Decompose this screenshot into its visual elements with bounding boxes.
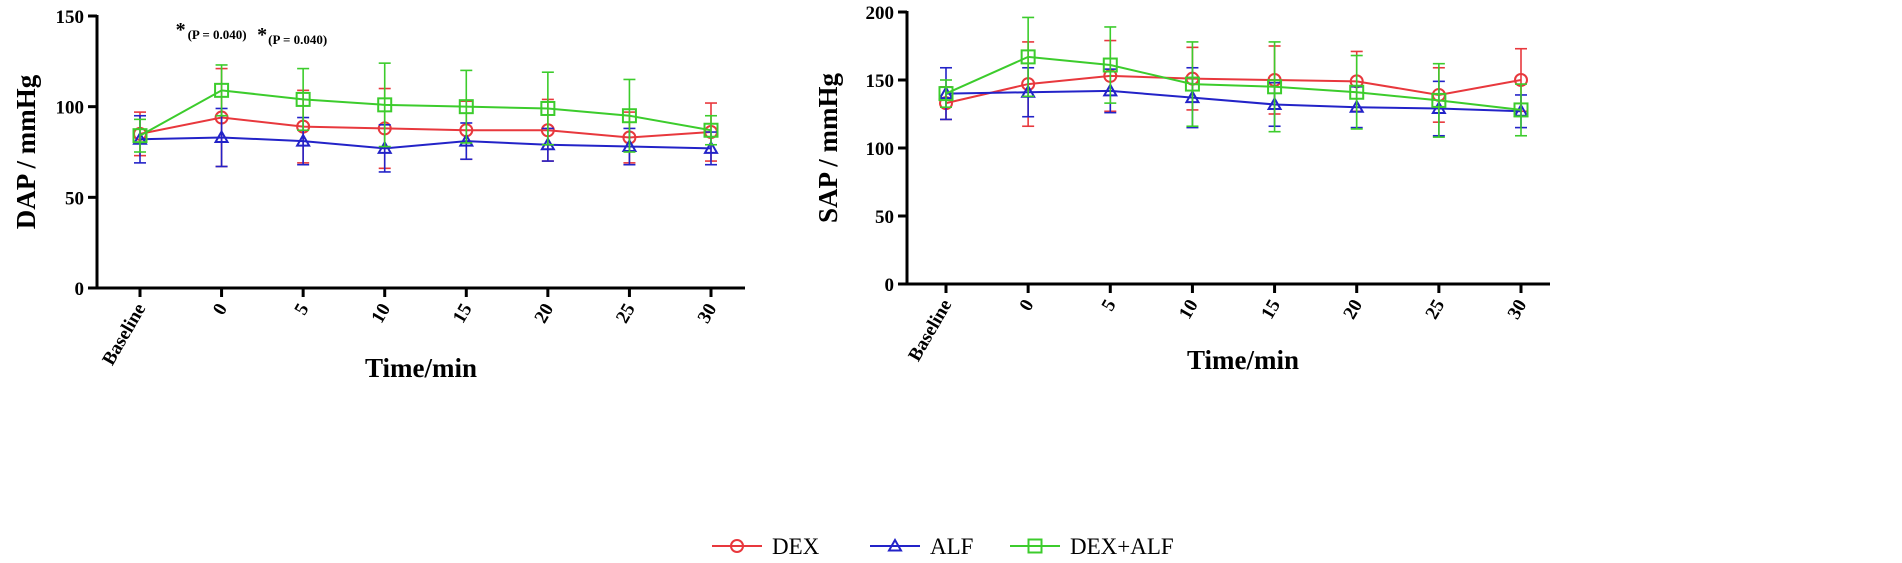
legend-item-dex: DEX [712,534,820,559]
dap-x-tick-label: 5 [291,300,314,319]
sap-x-tick-label: 10 [1175,296,1203,323]
data-point [1431,92,1447,108]
dap-chart: 0 50 100 150 Baseline 0 5 10 15 20 25 30 DAP / mmHg T… [11,7,745,383]
sap-y-axis-title: SAP / mmHg [813,73,843,224]
sap-y-tick-label: 0 [885,275,895,296]
legend: DEX ALF DEX+ALF [712,534,1174,559]
data-point [621,108,637,124]
data-point [938,86,954,102]
dap-y-tick-label: 0 [75,279,85,300]
dap-x-tick-label: 0 [209,300,232,319]
data-point [1184,76,1200,92]
legend-label: DEX [772,534,820,559]
dap-y-tick-label: 150 [56,7,85,28]
sap-x-tick-label: 5 [1098,296,1121,315]
data-point [376,140,393,154]
sap-chart: 0 50 100 150 200 Baseline 0 5 10 15 20 25 30 SAP / mm… [813,3,1550,375]
sap-x-tick-label: 0 [1016,296,1039,315]
series-line [139,89,712,137]
data-point [1349,84,1365,100]
data-point [1102,57,1118,73]
data-point [295,133,311,147]
data-point [703,122,719,138]
sap-x-tick-label: Baseline [904,296,956,365]
dap-y-axis-title: DAP / mmHg [11,74,41,229]
sap-x-tick-label: 15 [1257,296,1285,323]
significance-star: * [176,19,186,41]
dap-x-tick-label: Baseline [98,300,150,369]
dap-x-tick-label: 10 [367,300,395,327]
legend-item-alf: ALF [870,534,973,559]
data-point [703,140,719,154]
significance-p-value: (P = 0.040) [268,32,327,47]
data-point [458,133,475,147]
sap-y-tick-label: 50 [875,207,894,228]
data-point [540,100,556,116]
sap-y-tick-label: 200 [866,3,895,24]
dap-y-tick-label: 50 [65,188,84,209]
dap-series-dex-alf [132,62,719,153]
data-point [1020,49,1036,65]
dap-x-tick-label: 30 [694,300,722,327]
data-point [213,129,230,143]
dap-y-tick-label: 100 [56,98,85,119]
significance-star: * [257,24,267,46]
data-point [295,91,311,107]
legend-marker [730,539,744,553]
data-point [132,128,148,144]
sap-x-tick-label: 25 [1422,296,1450,323]
data-point [377,97,393,113]
dap-x-tick-label: 25 [612,300,640,327]
series-line [945,89,1522,113]
sap-y-tick-label: 150 [866,71,895,92]
data-point [1513,102,1529,118]
data-point [1267,79,1283,95]
data-point [214,82,230,98]
series-line [139,136,712,150]
legend-label: DEX+ALF [1070,534,1174,559]
series-line [139,116,712,139]
significance-p-value: (P = 0.040) [188,27,247,42]
legend-item-dex-alf: DEX+ALF [1010,534,1174,559]
series-line [945,55,1522,111]
sap-x-axis-title: Time/min [1187,345,1299,375]
dap-x-axis-title: Time/min [365,353,477,383]
sap-series-dex-alf [938,16,1529,138]
series-line [945,74,1522,105]
sap-y-tick-label: 100 [866,139,895,160]
sap-x-tick-label: 20 [1339,296,1367,323]
sap-x-tick-label: 30 [1504,296,1532,323]
legend-label: ALF [930,534,973,559]
data-point [458,99,474,115]
dap-x-tick-label: 15 [449,300,477,327]
legend-marker [887,537,903,552]
dap-x-tick-label: 20 [531,300,559,327]
legend-marker [1027,538,1043,554]
